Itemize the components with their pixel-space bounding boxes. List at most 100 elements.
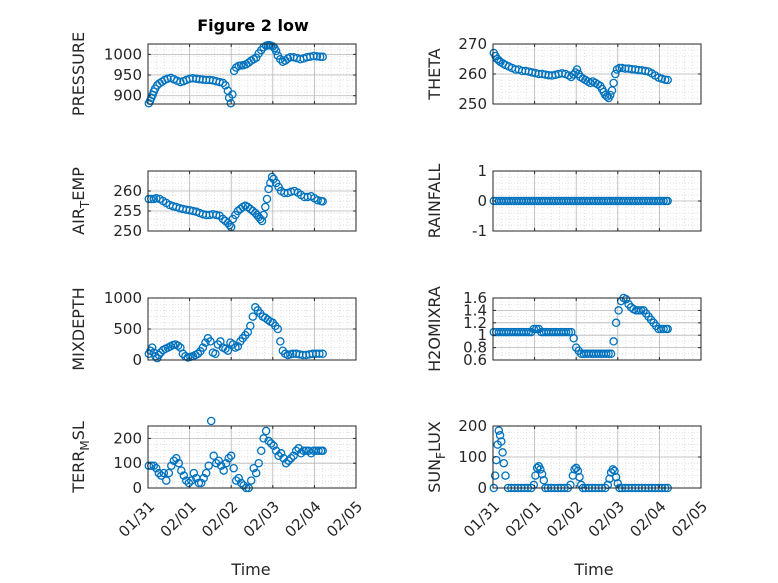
data-point <box>231 476 241 485</box>
data-point <box>296 449 306 458</box>
data-point <box>315 52 325 62</box>
y-axis-label: THETA <box>425 48 444 100</box>
data-point <box>198 343 208 352</box>
data-point <box>224 453 233 463</box>
axes-box <box>147 43 357 105</box>
data-point <box>657 74 667 84</box>
data-point <box>561 327 571 337</box>
y-tick-label: 100 <box>458 448 487 466</box>
data-point <box>306 449 316 458</box>
x-tick-label: 02/04 <box>281 498 324 541</box>
data-point <box>226 451 236 461</box>
data-point <box>206 337 215 346</box>
y-tick-label: 1.2 <box>463 314 487 332</box>
data-point <box>211 210 221 220</box>
data-point <box>269 441 278 451</box>
x-tick-label: 02/05 <box>668 498 711 541</box>
data-point <box>318 52 327 62</box>
x-tick-label: 02/03 <box>585 498 628 541</box>
data-series <box>144 303 327 363</box>
data-point <box>216 461 226 470</box>
data-point <box>289 451 298 461</box>
data-point <box>522 327 531 337</box>
data-point <box>663 196 672 206</box>
y-axis-label: RAINFALL <box>425 164 444 239</box>
data-point <box>261 426 271 436</box>
data-point <box>611 69 620 79</box>
data-point <box>172 453 181 463</box>
data-point <box>251 468 261 478</box>
data-point <box>271 46 281 56</box>
data-point <box>566 72 576 82</box>
data-point <box>246 476 256 485</box>
data-point <box>229 463 238 473</box>
y-tick-label: 0.6 <box>463 351 487 369</box>
y-tick-label: 950 <box>113 66 142 84</box>
y-tick-label: 100 <box>113 454 142 472</box>
data-point <box>494 426 504 435</box>
y-tick-label: 0 <box>132 351 142 369</box>
data-point <box>167 461 176 470</box>
y-tick-label: 0 <box>132 479 142 497</box>
data-point <box>169 456 179 465</box>
data-point <box>204 461 213 470</box>
data-point <box>569 334 578 343</box>
data-point <box>214 456 223 465</box>
data-point <box>610 466 619 476</box>
y-axis-label-sub: M <box>78 440 92 450</box>
y-tick-label: 270 <box>458 35 487 53</box>
y-tick-label: 1000 <box>104 289 142 307</box>
data-point <box>257 216 267 226</box>
data-point <box>187 476 196 485</box>
data-point <box>196 478 206 488</box>
data-point <box>206 416 216 426</box>
data-point <box>211 458 221 468</box>
data-point <box>189 468 199 478</box>
axes-box <box>147 170 357 232</box>
data-point <box>539 476 549 485</box>
y-tick-label: 0 <box>477 192 487 210</box>
data-point <box>226 338 235 347</box>
y-axis-label: TERRMSL <box>69 421 92 494</box>
data-point <box>490 471 500 480</box>
y-tick-label: -1 <box>472 222 487 240</box>
data-point <box>663 75 672 85</box>
data-point <box>536 465 545 474</box>
data-point <box>606 349 616 359</box>
data-point <box>261 202 270 212</box>
data-point <box>221 344 230 354</box>
data-point <box>209 451 218 461</box>
data-point <box>604 349 613 359</box>
y-axis-label-sub: T <box>78 200 92 209</box>
data-point <box>221 458 231 468</box>
data-point <box>564 327 573 337</box>
data-point <box>264 436 273 446</box>
data-point <box>318 197 327 206</box>
data-point <box>234 473 243 483</box>
data-point <box>147 343 157 352</box>
data-series <box>489 48 672 103</box>
y-axis-label-part: SUN <box>425 459 444 493</box>
data-point <box>221 81 230 90</box>
subplot-h2omixra: 0.60.811.21.41.6 H2OMIXRA <box>425 286 702 372</box>
data-point <box>159 468 169 478</box>
data-point <box>251 53 261 62</box>
data-series <box>144 40 327 108</box>
data-point <box>179 471 189 480</box>
data-point <box>144 461 154 470</box>
data-point <box>614 306 623 315</box>
data-point <box>659 196 668 206</box>
data-point <box>281 458 291 468</box>
y-axis-label: H2OMIXRA <box>425 286 444 372</box>
data-point <box>299 446 308 456</box>
y-axis-label-part: TERR <box>69 451 88 494</box>
x-tick-label: 02/02 <box>543 498 586 541</box>
subplot-mixdepth: 0 500 1000 MIXDEPTH <box>69 287 357 371</box>
subplot-theta: 250 260 270 THETA <box>425 35 702 113</box>
data-point <box>608 465 618 474</box>
data-point <box>164 468 174 478</box>
x-tick-label: 02/01 <box>502 498 545 541</box>
data-point <box>273 324 283 334</box>
y-axis-label: MIXDEPTH <box>69 287 88 370</box>
data-point <box>259 210 268 220</box>
